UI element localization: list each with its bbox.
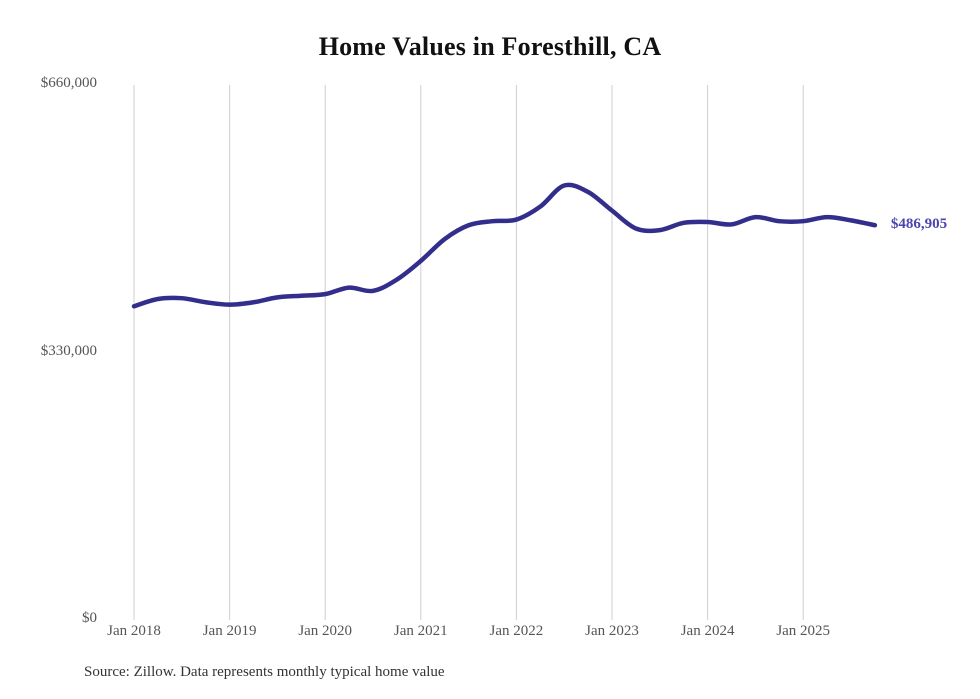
y-tick-label: $660,000 xyxy=(40,75,97,91)
y-tick-label: $0 xyxy=(82,610,97,626)
x-tick-label: Jan 2023 xyxy=(585,623,639,639)
chart-title: Home Values in Foresthill, CA xyxy=(318,32,662,61)
home-value-line-series xyxy=(131,182,878,309)
x-tick-label: Jan 2022 xyxy=(489,623,544,639)
x-tick-label: Jan 2018 xyxy=(107,623,161,639)
x-tick-label: Jan 2020 xyxy=(298,623,353,639)
gridlines-group xyxy=(133,85,804,620)
y-tick-label: $330,000 xyxy=(40,342,97,359)
source-note: Source: Zillow. Data represents monthly … xyxy=(84,664,445,680)
x-tick-label: Jan 2019 xyxy=(202,623,257,639)
x-tick-label: Jan 2024 xyxy=(680,623,735,639)
series-end-value-label: $486,905 xyxy=(890,216,948,233)
x-tick-label: Jan 2021 xyxy=(393,623,448,639)
x-tick-label: Jan 2025 xyxy=(776,623,831,639)
